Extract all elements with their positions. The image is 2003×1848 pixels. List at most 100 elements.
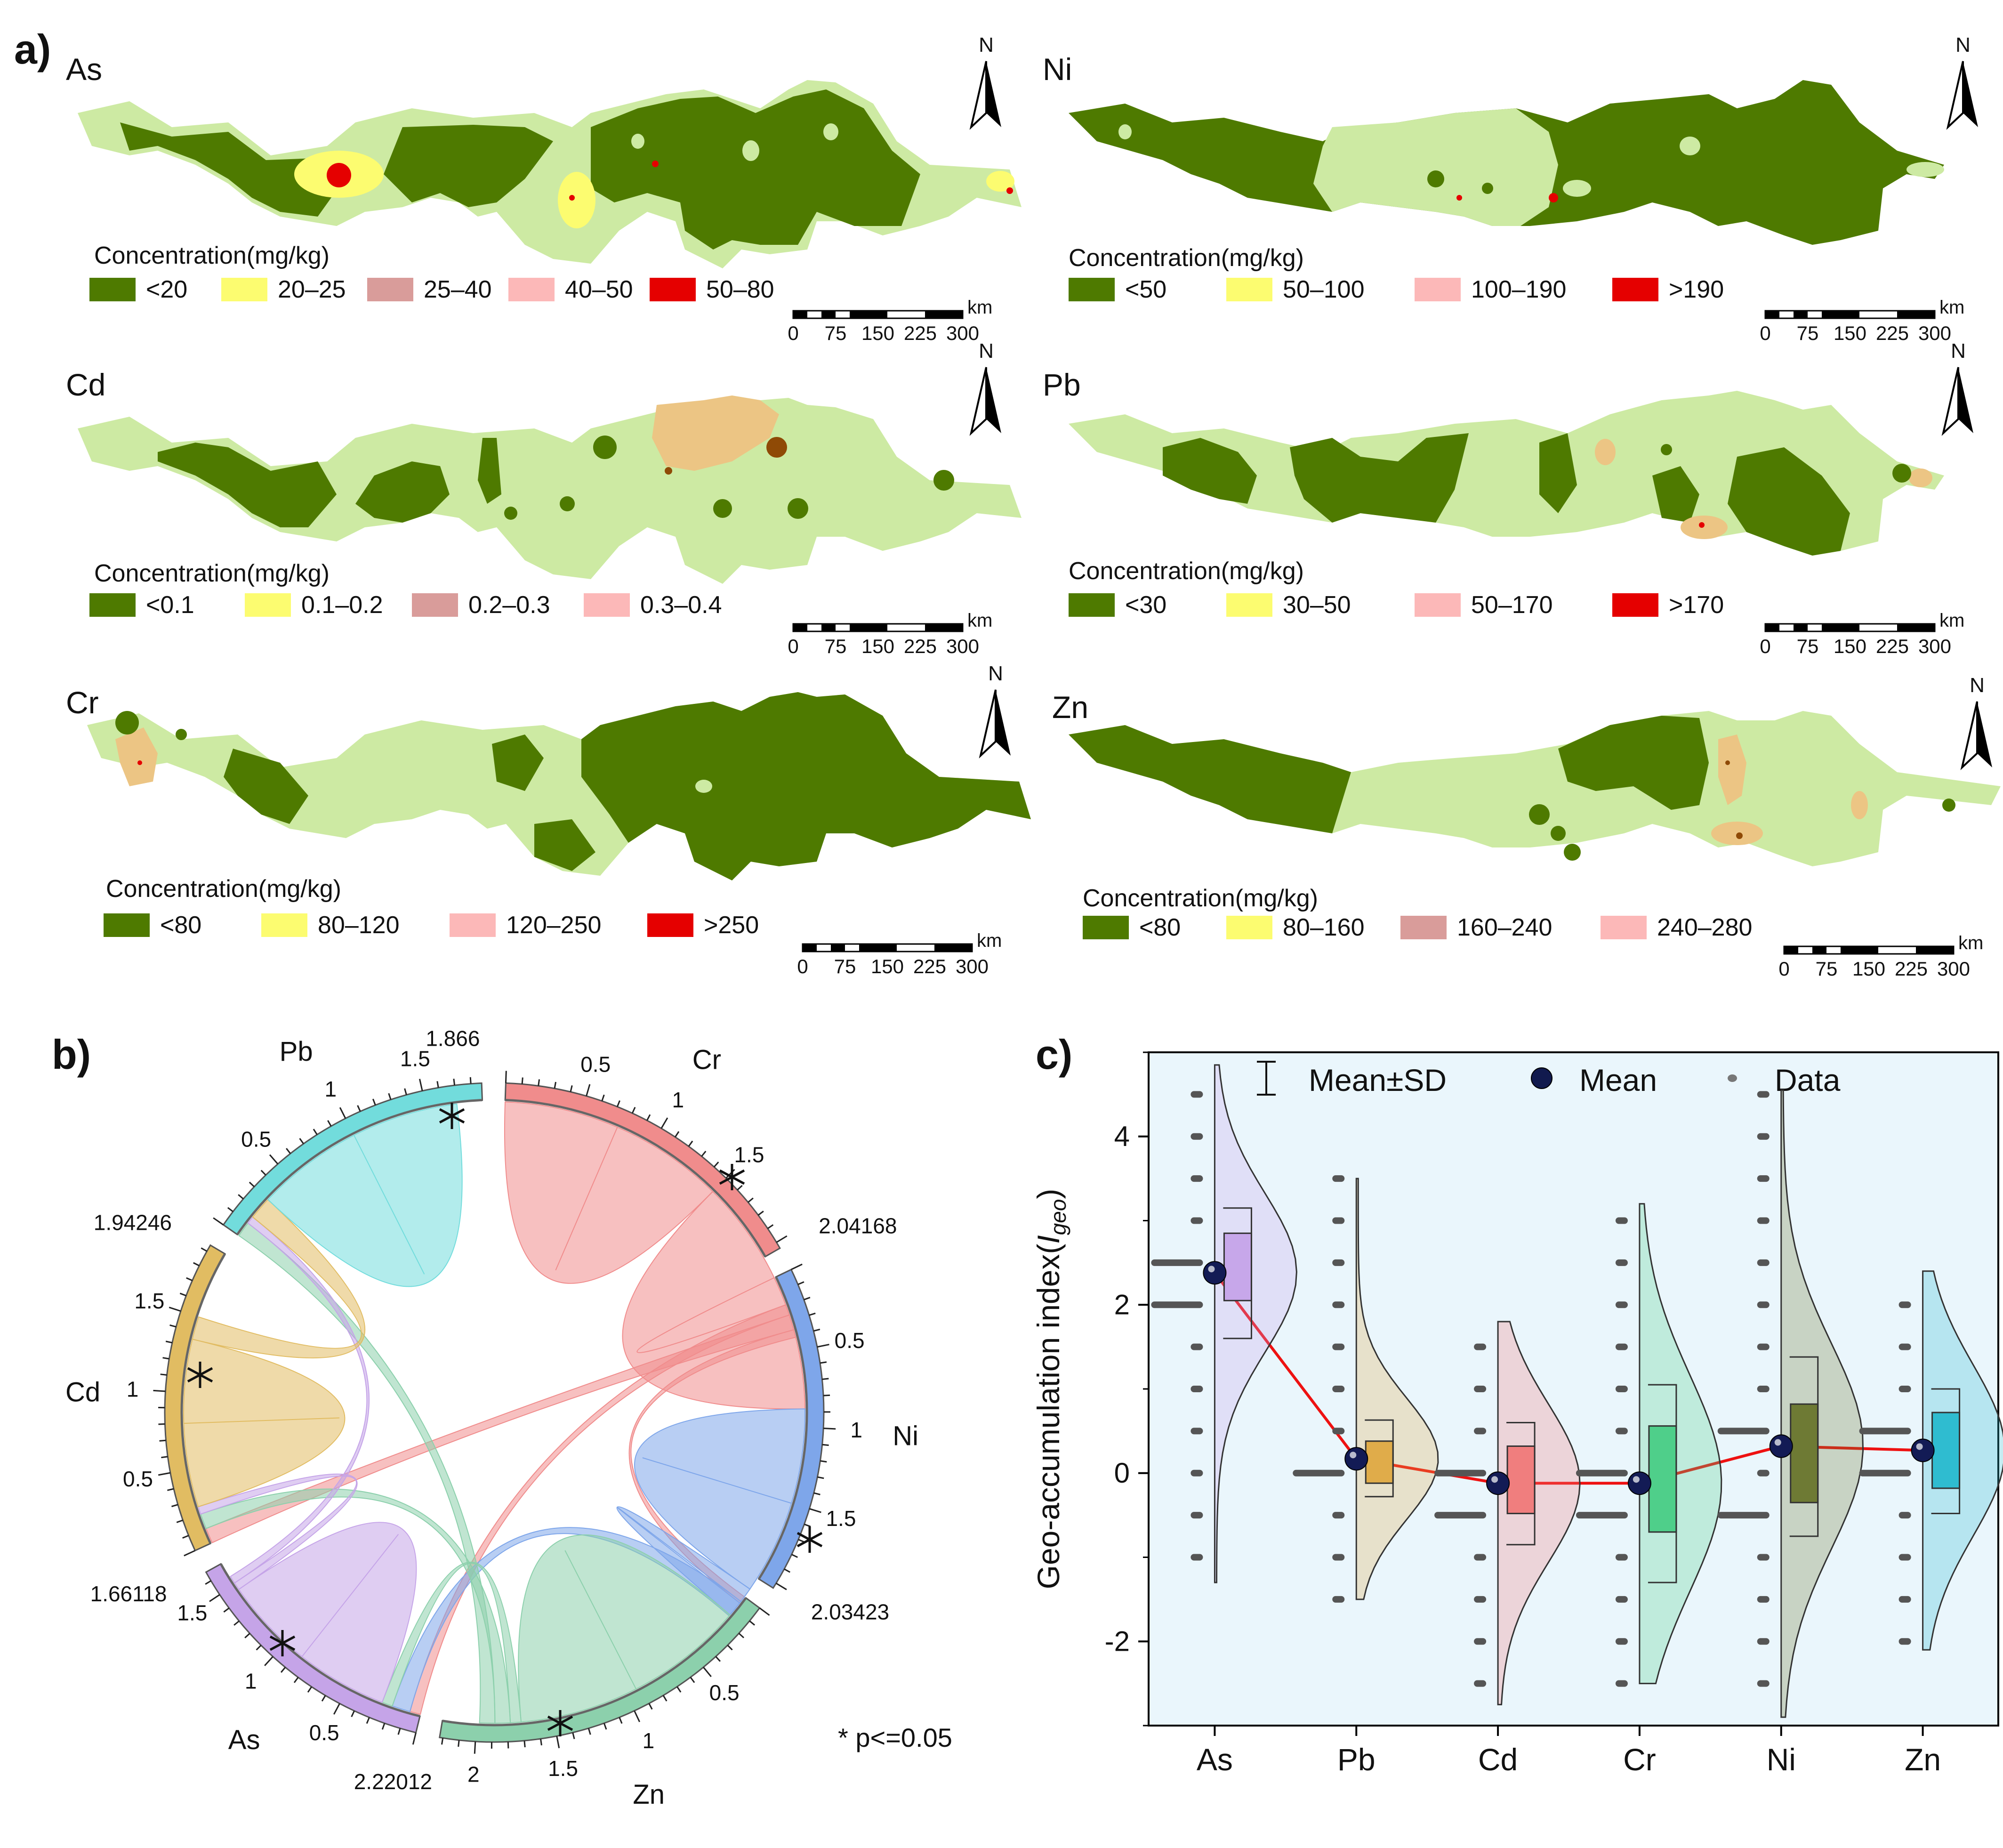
sector-tick: [784, 1568, 791, 1573]
sector-tick: [776, 1235, 788, 1243]
map-annotation-as: As Concentration(mg/kg) <20 20–25 25–40 40–50…: [66, 33, 1001, 344]
data-point: [1191, 1091, 1203, 1098]
sector-tick: [160, 1373, 167, 1376]
mean-marker: [1627, 1471, 1651, 1495]
hotspot: [1725, 760, 1730, 765]
concentration-label: Concentration(mg/kg): [1069, 244, 1304, 272]
legend-swatch: [1226, 278, 1272, 301]
scale-tick-label: 300: [1918, 635, 1951, 657]
sector-tick: [749, 1620, 756, 1626]
region-shape: [1069, 391, 1944, 556]
data-point: [1332, 1301, 1345, 1308]
map-annotations: As Concentration(mg/kg) <20 20–25 25–40 40–50…: [66, 33, 1992, 980]
sector-tick: [313, 1129, 318, 1135]
data-point: [1332, 1175, 1345, 1182]
scale-unit: km: [1939, 297, 1964, 318]
legend-swatch: [89, 593, 136, 617]
region-dark-zone: [478, 438, 501, 504]
legend-swatch: [450, 913, 496, 937]
north-arrow-icon: [1963, 61, 1978, 127]
data-point: [1191, 1386, 1203, 1392]
sector-tick: [176, 1519, 183, 1523]
sector-tick: [648, 1703, 653, 1710]
sector-tick: [523, 1740, 526, 1748]
region-orange-zone: [1851, 791, 1868, 819]
hotspot: [1549, 193, 1558, 202]
sector-tick: [601, 1094, 605, 1101]
sector-tick-label: 1.5: [826, 1506, 856, 1531]
scale-tick-label: 0: [1778, 958, 1789, 980]
legend-label: 50–100: [1283, 276, 1365, 303]
legend-swatch: [1415, 593, 1461, 617]
region-light-spot: [823, 123, 838, 140]
mean-marker: [1769, 1434, 1793, 1458]
region-dark-zone: [384, 125, 553, 207]
north-label: N: [1970, 674, 1985, 697]
north-label: N: [988, 662, 1003, 685]
sector-inner-edge: [219, 1563, 420, 1718]
data-point: [1898, 1596, 1911, 1603]
scale-tick-label: 75: [1797, 322, 1819, 344]
mean-marker-highlight: [1916, 1443, 1923, 1450]
scale-tick-label: 150: [871, 955, 904, 977]
scale-bar-segment: [831, 944, 845, 952]
data-point: [1474, 1554, 1487, 1561]
region-dark-zone: [492, 734, 544, 791]
sector-tick: [436, 1081, 439, 1088]
scale-bar-segment: [934, 944, 972, 952]
data-point: [1332, 1554, 1345, 1561]
sector-tick: [820, 1361, 827, 1364]
sector-tick: [572, 1732, 575, 1739]
plot-area: [1148, 1051, 1999, 1727]
legend-swatch: [261, 913, 307, 937]
sector-tick: [690, 1677, 695, 1683]
significance-asterisk-icon: [719, 1164, 745, 1190]
sector-total-label: 2.04168: [819, 1214, 897, 1238]
dark-spot: [1427, 170, 1444, 187]
region-orange-zone: [652, 395, 779, 471]
legend-swatch: [367, 278, 413, 301]
violin-as: As: [1151, 1064, 1297, 1777]
dark-spot: [176, 729, 187, 740]
sector-tick: [213, 1217, 224, 1226]
legend-swatch: [584, 593, 630, 617]
legend-label: 240–280: [1657, 914, 1752, 941]
sector-tick: [286, 1148, 291, 1154]
map-annotation-cd: Cd Concentration(mg/kg) <0.1 0.1–0.2 0.2–0.3…: [66, 339, 1001, 657]
legend-label: 50–80: [706, 276, 774, 303]
sector-tick: [634, 1710, 641, 1722]
map-as: [78, 80, 1022, 268]
scale-bar-segment: [1794, 311, 1808, 318]
region-light-spot: [695, 780, 712, 793]
data-point: [1898, 1386, 1911, 1392]
scale-bar-segment: [1897, 624, 1935, 631]
sector-tick: [727, 1645, 733, 1651]
sector-name: Pb: [280, 1036, 313, 1067]
scale-bar-segment: [859, 944, 897, 952]
mean-marker-highlight: [1633, 1476, 1640, 1483]
sector-tick: [775, 1582, 787, 1590]
north-label: N: [1955, 33, 1971, 56]
scale-tick-label: 0: [797, 955, 808, 977]
sector-tick: [327, 1120, 332, 1127]
violin-ni: Ni: [1717, 1089, 1864, 1777]
legend-swatch: [647, 913, 693, 937]
concentration-label: Concentration(mg/kg): [94, 242, 330, 269]
dark-spot: [1529, 804, 1550, 825]
scale-tick-label: 75: [1797, 635, 1819, 657]
scale-tick-label: 75: [825, 635, 847, 657]
scale-tick-label: 0: [1760, 635, 1770, 657]
sector-tick-label: 0.5: [309, 1720, 339, 1745]
data-point: [1898, 1638, 1911, 1645]
dark-spot: [1942, 799, 1955, 812]
region-dark-zone: [534, 819, 595, 871]
sector-tick: [631, 1107, 636, 1114]
data-point: [1191, 1133, 1203, 1140]
sector-tick: [233, 1620, 240, 1626]
hotspot: [1456, 195, 1462, 201]
sector-tick: [269, 1154, 279, 1165]
map-title: Pb: [1043, 367, 1081, 402]
sector-tick: [662, 1695, 668, 1702]
region-light-spot: [1906, 162, 1944, 177]
scale-tick-label: 150: [1852, 958, 1885, 980]
